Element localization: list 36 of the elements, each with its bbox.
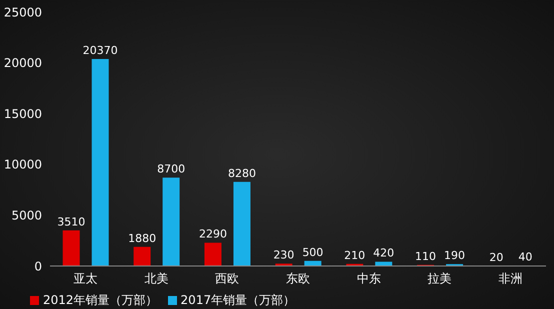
y-tick-label: 0 (34, 259, 42, 274)
data-label: 20 (489, 250, 504, 264)
legend-label: 2012年销量（万部） (43, 293, 158, 307)
x-tick-label: 拉美 (428, 272, 452, 286)
bar (375, 262, 392, 266)
bar (162, 178, 180, 266)
bar (134, 246, 151, 266)
bar (92, 59, 109, 266)
x-tick-label: 亚太 (73, 272, 98, 286)
data-label: 420 (373, 246, 394, 260)
bar (233, 182, 250, 266)
data-label: 190 (444, 249, 466, 262)
data-label: 110 (415, 250, 436, 263)
data-label: 2290 (198, 228, 227, 241)
y-tick-label: 15000 (4, 106, 42, 121)
x-tick-label: 东欧 (286, 272, 310, 286)
legend-label: 2017年销量（万部） (180, 293, 296, 307)
data-label: 40 (518, 250, 532, 264)
data-label: 3510 (57, 215, 86, 228)
data-label: 210 (344, 248, 366, 262)
data-label: 1880 (128, 232, 156, 245)
x-tick-label: 西欧 (215, 272, 240, 286)
y-tick-label: 5000 (11, 208, 42, 222)
data-label: 20370 (82, 44, 118, 58)
x-tick-label: 非洲 (498, 272, 523, 286)
data-label: 230 (273, 248, 294, 262)
y-tick-label: 10000 (4, 158, 42, 172)
data-label: 8700 (157, 162, 186, 176)
y-tick-label: 20000 (4, 56, 42, 70)
x-tick-label: 中东 (356, 272, 381, 286)
x-tick-label: 北美 (144, 272, 168, 286)
bar (62, 230, 80, 266)
bar (204, 242, 222, 266)
data-label: 8280 (228, 166, 256, 180)
y-tick-label: 25000 (4, 5, 42, 20)
data-label: 500 (302, 246, 324, 259)
